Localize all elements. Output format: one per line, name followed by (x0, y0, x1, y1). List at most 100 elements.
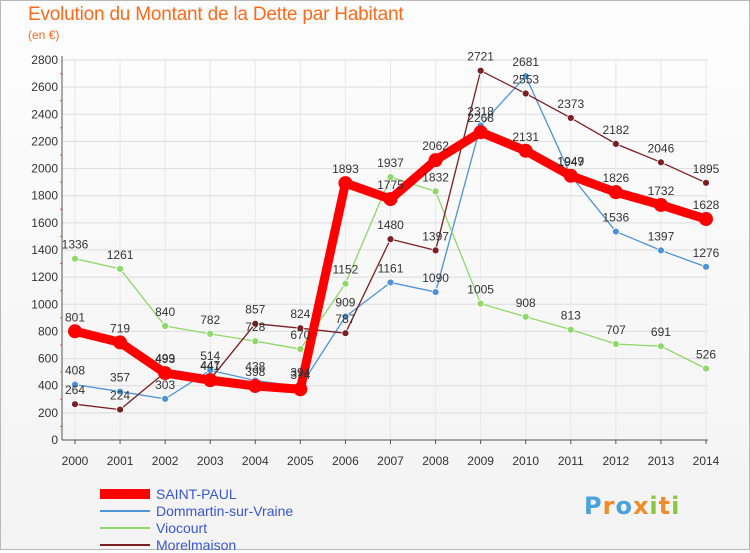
data-point (383, 192, 398, 207)
data-point (386, 235, 395, 244)
x-tick-label: 2011 (558, 454, 584, 468)
y-tick-label: 600 (38, 352, 58, 366)
data-label: 719 (110, 321, 130, 335)
data-label: 499 (155, 351, 175, 365)
legend-label: Morelmaison (156, 537, 237, 553)
data-label: 2268 (467, 111, 494, 125)
data-label: 1276 (693, 246, 720, 260)
data-label: 801 (65, 310, 85, 324)
data-point (476, 299, 485, 308)
data-point (657, 158, 665, 167)
x-tick-label: 2003 (197, 454, 224, 468)
data-point (518, 143, 533, 158)
data-label: 857 (245, 303, 265, 317)
y-tick-label: 1800 (31, 189, 58, 203)
data-label: 357 (110, 371, 130, 385)
data-label: 1336 (62, 238, 89, 252)
data-label: 2373 (557, 97, 584, 111)
data-point (116, 405, 124, 414)
data-label: 2062 (422, 139, 449, 153)
data-point (251, 319, 260, 328)
data-label: 374 (290, 368, 310, 382)
data-label: 1152 (333, 263, 359, 277)
data-label: 2182 (603, 123, 630, 137)
data-label: 824 (290, 307, 310, 321)
y-tick-label: 2600 (31, 80, 58, 94)
data-point (248, 378, 263, 393)
data-point (338, 176, 353, 191)
legend-label: Dommartin-sur-Vraine (156, 503, 294, 519)
x-tick-label: 2009 (467, 454, 494, 468)
data-point (702, 364, 710, 373)
data-label: 1949 (557, 154, 584, 168)
data-label: 1261 (107, 248, 134, 262)
data-label: 526 (696, 348, 716, 362)
data-point (428, 153, 443, 168)
data-label: 1397 (648, 229, 675, 243)
data-point (608, 185, 623, 200)
data-point (431, 288, 440, 296)
data-label: 1937 (377, 156, 404, 170)
data-label: 787 (335, 312, 355, 326)
data-point (161, 394, 170, 403)
data-point (521, 72, 530, 81)
data-label: 224 (110, 389, 130, 403)
data-label: 670 (290, 328, 310, 342)
data-label: 840 (155, 305, 175, 319)
data-point (657, 246, 665, 255)
data-label: 1005 (467, 283, 494, 297)
legend-swatch (100, 510, 150, 512)
legend-swatch (100, 489, 150, 499)
data-point (113, 335, 128, 350)
data-label: 1947 (557, 155, 584, 169)
data-point (341, 279, 350, 288)
data-label: 728 (245, 320, 265, 334)
data-point (68, 324, 82, 339)
chart-subtitle: (en €) (28, 28, 60, 42)
data-point (293, 382, 308, 397)
data-label: 2721 (467, 50, 494, 64)
legend-swatch (100, 527, 150, 529)
data-label: 441 (200, 359, 220, 373)
x-tick-label: 2002 (152, 454, 179, 468)
y-tick-label: 1200 (31, 270, 58, 284)
data-label: 1732 (648, 184, 675, 198)
proxiti-logo: Proxiti (584, 492, 681, 520)
data-label: 2553 (512, 73, 539, 87)
x-tick-label: 2007 (377, 454, 404, 468)
data-point (611, 227, 620, 236)
data-point (702, 262, 710, 271)
data-label: 908 (516, 296, 536, 310)
data-label: 398 (245, 365, 265, 379)
data-label: 447 (200, 358, 220, 372)
data-label: 514 (200, 349, 220, 363)
data-point (611, 139, 620, 148)
y-tick-label: 1600 (31, 216, 58, 230)
data-point (566, 114, 575, 122)
y-tick-label: 2000 (31, 162, 58, 176)
legend-label: SAINT-PAUL (156, 486, 237, 502)
data-point (431, 187, 440, 196)
data-label: 1775 (377, 178, 404, 192)
y-tick-label: 2800 (31, 53, 58, 67)
data-label: 1090 (422, 271, 449, 285)
x-tick-label: 2004 (242, 454, 269, 468)
data-point (702, 178, 710, 187)
data-point (71, 380, 79, 389)
data-label: 493 (155, 352, 175, 366)
data-point (473, 125, 488, 140)
y-tick-label: 0 (51, 433, 58, 447)
legend-label: Viocourt (156, 520, 208, 536)
x-tick-label: 2014 (693, 454, 720, 468)
data-point (203, 373, 218, 388)
data-point (158, 366, 173, 381)
data-point (566, 325, 575, 334)
data-label: 2318 (467, 104, 494, 118)
data-label: 408 (65, 364, 85, 378)
data-label: 264 (65, 383, 85, 397)
chart-title: Evolution du Montant de la Dette par Hab… (28, 4, 404, 25)
data-point (296, 324, 305, 333)
x-tick-label: 2012 (603, 454, 630, 468)
y-tick-label: 400 (38, 379, 58, 393)
data-point (71, 400, 79, 409)
